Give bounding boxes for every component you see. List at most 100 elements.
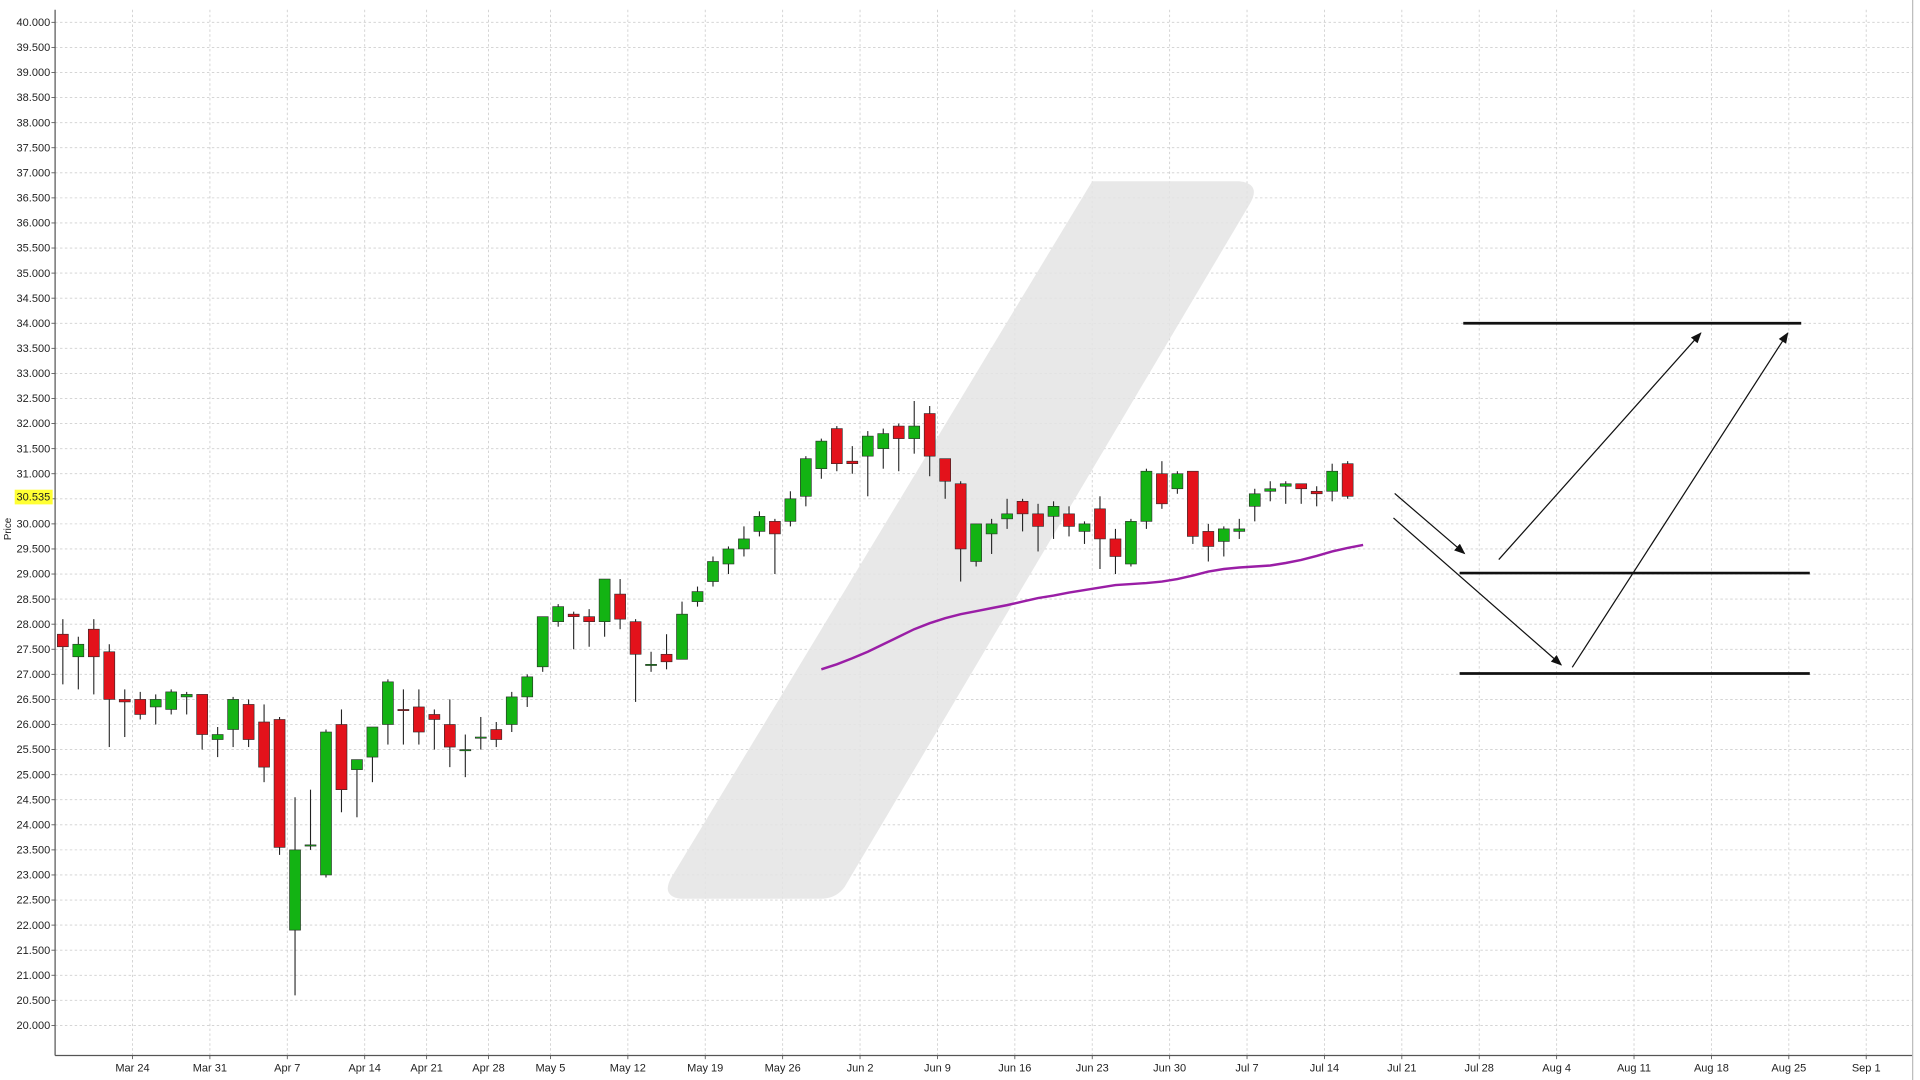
y-tick-label: 22.000: [17, 920, 51, 932]
candle-body: [970, 523, 982, 562]
y-tick-label: 38.000: [17, 117, 51, 129]
candle-body: [861, 435, 874, 457]
candle-body: [1248, 493, 1261, 507]
y-tick-label: 20.500: [17, 995, 51, 1007]
y-tick-label: 37.000: [17, 167, 51, 179]
candle-body: [289, 849, 301, 931]
y-tick-label: 34.000: [17, 318, 51, 330]
x-tick-label: May 12: [610, 1062, 646, 1074]
annotations: [1393, 321, 1810, 675]
y-tick-label: 23.500: [17, 845, 51, 857]
x-tick-label: Aug 18: [1694, 1062, 1729, 1074]
candle-body: [1310, 490, 1323, 495]
candle-body: [273, 719, 286, 848]
x-tick-label: Mar 31: [193, 1062, 227, 1074]
x-tick-label: Aug 4: [1542, 1062, 1571, 1074]
candle-body: [552, 606, 565, 622]
x-tick-label: Aug 25: [1771, 1062, 1806, 1074]
y-tick-label: 27.500: [17, 644, 51, 656]
candle-body: [1125, 521, 1137, 565]
y-tick-label: 26.500: [17, 694, 51, 706]
candle-body: [645, 664, 657, 666]
candle-body: [815, 440, 828, 470]
candle-body: [242, 704, 255, 740]
candle-body: [1341, 463, 1354, 497]
y-tick-label: 33.000: [17, 368, 51, 380]
candle-body: [1001, 513, 1013, 520]
candle-body: [722, 548, 735, 565]
y-tick-label: 30.000: [17, 519, 51, 531]
y-tick-label: 29.500: [17, 544, 51, 556]
candle-body: [87, 628, 100, 658]
candle-body: [1016, 501, 1029, 515]
x-tick-label: Jun 30: [1153, 1062, 1186, 1074]
candle-body: [1295, 483, 1308, 490]
candle-body: [1279, 483, 1292, 487]
candle-body: [908, 425, 921, 439]
candle-body: [676, 613, 688, 660]
y-tick-label: 22.500: [17, 895, 51, 907]
y-tick-label: 21.500: [17, 945, 51, 957]
arrow: [1393, 517, 1563, 666]
candle-body: [1047, 506, 1060, 517]
x-tick-label: May 26: [765, 1062, 801, 1074]
x-tick-label: Jun 9: [924, 1062, 951, 1074]
x-tick-label: Jul 14: [1310, 1062, 1339, 1074]
x-tick-label: Mar 24: [115, 1062, 149, 1074]
y-tick-label: 39.500: [17, 42, 51, 54]
x-tick-label: Apr 28: [472, 1062, 504, 1074]
candle-body: [738, 538, 750, 550]
grid: 20.000 20.500 21.000 21.500 22.000 22.500 23.0…: [17, 9, 1913, 1074]
candle-body: [444, 724, 456, 748]
candle-body: [923, 413, 936, 457]
candle-body: [1264, 488, 1277, 492]
candle-body: [892, 425, 905, 439]
x-tick-label: Apr 21: [410, 1062, 442, 1074]
x-tick-label: Apr 7: [274, 1062, 300, 1074]
candle-body: [304, 844, 317, 847]
candle-body: [397, 709, 410, 711]
x-tick-label: Sep 1: [1852, 1062, 1881, 1074]
candle-body: [583, 616, 595, 622]
y-tick-label: 24.500: [17, 794, 51, 806]
candle-body: [1171, 473, 1184, 490]
y-tick-label: 36.000: [17, 218, 51, 230]
y-tick-label: 33.500: [17, 343, 51, 355]
candle-body: [366, 726, 379, 758]
candle-body: [954, 483, 967, 550]
x-tick-label: May 19: [687, 1062, 723, 1074]
y-tick-label: 29.000: [17, 569, 51, 581]
candle-body: [320, 731, 332, 876]
x-tick-label: Jul 7: [1235, 1062, 1258, 1074]
x-tick-label: Jun 23: [1076, 1062, 1109, 1074]
candle-body: [149, 699, 162, 708]
candle-body: [180, 694, 193, 698]
y-tick-label: 35.500: [17, 243, 51, 255]
candle-body: [474, 736, 487, 739]
candle-body: [505, 696, 518, 725]
y-tick-label: 28.500: [17, 594, 51, 606]
y-axis-label: Price: [3, 518, 14, 540]
candle-body: [490, 729, 503, 740]
moving-average-line: [820, 543, 1364, 671]
candle-body: [567, 613, 580, 617]
candle-body: [211, 734, 224, 740]
candle-body: [691, 591, 704, 602]
candle-body: [459, 749, 472, 752]
y-tick-label: 39.000: [17, 67, 51, 79]
arrow: [1498, 332, 1702, 560]
candle-body: [769, 521, 781, 535]
candle-body: [1078, 523, 1091, 532]
y-tick-label: 35.000: [17, 268, 51, 280]
candle-body: [413, 706, 425, 733]
y-tick-label: 21.000: [17, 970, 51, 982]
y-tick-label: 25.500: [17, 744, 51, 756]
candle-body: [134, 699, 147, 715]
last-price-highlight: [14, 489, 53, 505]
candle-body: [707, 561, 719, 582]
x-tick-label: Jun 16: [998, 1062, 1031, 1074]
y-tick-label: 26.000: [17, 719, 51, 731]
candle-body: [428, 714, 441, 720]
candle-body: [1094, 508, 1106, 540]
